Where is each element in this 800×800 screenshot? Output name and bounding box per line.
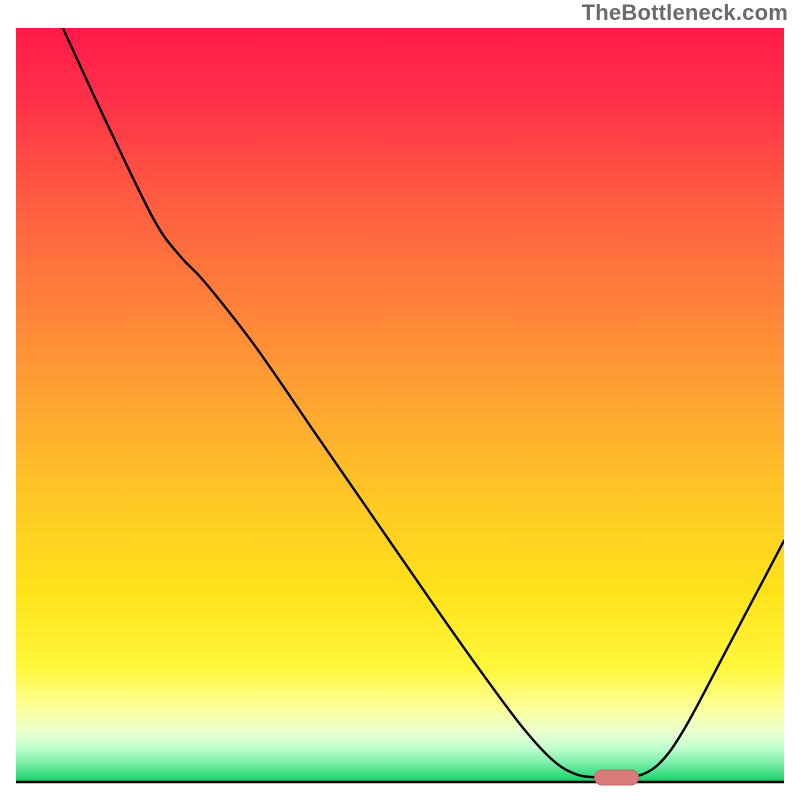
optimal-marker [595,770,639,785]
watermark-text: TheBottleneck.com [582,0,788,26]
gradient-background [16,28,784,782]
bottleneck-chart [0,0,800,800]
chart-container: TheBottleneck.com [0,0,800,800]
